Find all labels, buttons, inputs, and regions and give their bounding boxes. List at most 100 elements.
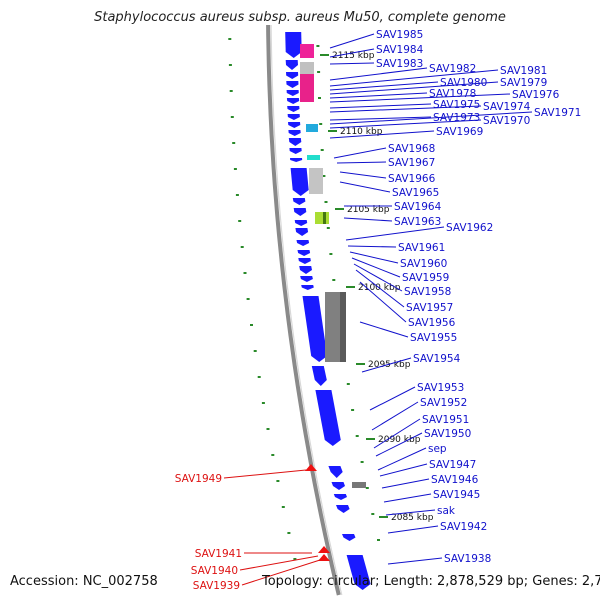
inner-tick-dot (243, 272, 247, 274)
forward-gene-arrow (331, 482, 345, 490)
gene-label-leader (329, 105, 482, 113)
gene-label-leader (361, 357, 412, 373)
feature-block (340, 292, 346, 362)
map-title: Staphylococcus aureus subsp. aureus Mu50… (94, 10, 506, 25)
kbp-tick-label: 2110 kbp (340, 127, 383, 137)
inner-tick-dot (230, 116, 234, 118)
inner-tick-dot (229, 90, 233, 92)
gene-label-leader (339, 171, 387, 179)
kbp-tick-label: 2095 kbp (368, 360, 411, 370)
gene-label-leader (329, 116, 432, 121)
forward-gene-arrow (299, 266, 312, 274)
forward-gene-arrow (298, 258, 311, 264)
inner-tick-dot (287, 532, 291, 534)
forward-gene-arrow (286, 98, 300, 104)
gene-label-leader (333, 147, 387, 159)
gene-label-leader (385, 509, 436, 516)
gene-label-leader (387, 525, 439, 534)
forward-gene-arrow (300, 276, 313, 282)
gene-label-leader (241, 559, 321, 586)
forward-gene-arrow (292, 198, 306, 205)
gene-label-leader (373, 418, 421, 449)
outer-tick-dot (346, 383, 350, 385)
inner-tick-dot (246, 298, 250, 300)
gene-label-leader (381, 478, 430, 489)
gene-label-leader (329, 67, 428, 81)
outer-tick-dot (319, 123, 323, 125)
inner-tick-dot (233, 168, 237, 170)
inner-tick-dot (257, 376, 261, 378)
feature-block (352, 482, 366, 488)
forward-gene-arrow (311, 366, 327, 386)
forward-gene-arrow (288, 130, 301, 136)
feature-block (323, 212, 326, 224)
outer-tick-dot (329, 253, 333, 255)
forward-gene-arrow (285, 32, 302, 58)
inner-tick-dot (281, 506, 285, 508)
kbp-tick-label: 2090 kbp (378, 435, 421, 445)
gene-label-leader (329, 93, 511, 103)
gene-label-sav1984: SAV1984 (376, 44, 424, 56)
gene-label-sav1957: SAV1957 (406, 302, 453, 314)
gene-label-leader (355, 269, 405, 308)
gene-label-sav1975: SAV1975 (433, 99, 480, 111)
outer-tick-dot (351, 409, 355, 411)
reverse-gene-arrow (305, 464, 317, 471)
gene-label-sav1951: SAV1951 (422, 414, 469, 426)
inner-tick-dot (271, 454, 275, 456)
gene-label-leader (329, 103, 432, 109)
reverse-gene-arrow (318, 546, 330, 553)
genome-summary: Topology: circular; Length: 2,878,529 bp… (262, 574, 600, 589)
inner-tick-dot (228, 38, 232, 40)
forward-gene-arrow (290, 168, 309, 196)
gene-label-sak: sak (437, 505, 456, 517)
gene-label-sav1941: SAV1941 (195, 548, 242, 560)
kbp-tick-label: 2105 kbp (347, 205, 390, 215)
inner-tick-dot (250, 324, 253, 326)
feature-block (309, 168, 323, 194)
forward-gene-arrow (287, 106, 300, 112)
outer-tick-dot (371, 513, 375, 515)
gene-label-sav1980: SAV1980 (440, 77, 487, 89)
gene-label-sav1946: SAV1946 (431, 474, 479, 486)
outer-tick-dot (377, 539, 380, 541)
forward-gene-arrow (290, 158, 303, 162)
outer-tick-dot (322, 175, 326, 177)
gene-label-leader (329, 119, 482, 129)
gene-label-sav1969: SAV1969 (436, 126, 483, 138)
gene-label-leader (329, 81, 439, 91)
gene-label-sav1962: SAV1962 (446, 222, 493, 234)
reverse-gene-arrow (318, 554, 330, 561)
forward-gene-arrow (287, 114, 300, 120)
gene-label-leader (379, 463, 428, 477)
gene-label-sav1961: SAV1961 (398, 242, 445, 254)
kbp-tick-label: 2115 kbp (332, 51, 375, 61)
gene-label-leader (377, 447, 427, 471)
gene-label-sav1950: SAV1950 (424, 428, 471, 440)
gene-label-sav1968: SAV1968 (388, 143, 435, 155)
forward-gene-arrow (302, 296, 328, 362)
gene-label-sav1966: SAV1966 (388, 173, 436, 185)
gene-label-leader (351, 257, 401, 278)
gene-label-sep: sep (428, 443, 447, 455)
gene-label-sav1940: SAV1940 (191, 565, 238, 577)
forward-gene-arrow (297, 250, 311, 256)
inner-tick-dot (261, 402, 265, 404)
feature-block (315, 212, 329, 224)
accession-label: Accession: NC_002758 (10, 574, 158, 589)
inner-tick-dot (240, 246, 244, 248)
inner-tick-dot (266, 428, 270, 430)
gene-label-leader (353, 263, 403, 292)
gene-label-sav1949: SAV1949 (175, 473, 222, 485)
gene-label-sav1955: SAV1955 (410, 332, 457, 344)
feature-block (307, 155, 320, 160)
forward-gene-arrow (296, 240, 310, 246)
gene-label-leader (329, 130, 435, 139)
outer-tick-dot (317, 71, 321, 73)
gene-label-leader (343, 217, 393, 222)
gene-label-sav1979: SAV1979 (500, 77, 547, 89)
gene-label-sav1945: SAV1945 (433, 489, 480, 501)
gene-label-leader (383, 493, 432, 503)
gene-label-leader (387, 557, 443, 565)
